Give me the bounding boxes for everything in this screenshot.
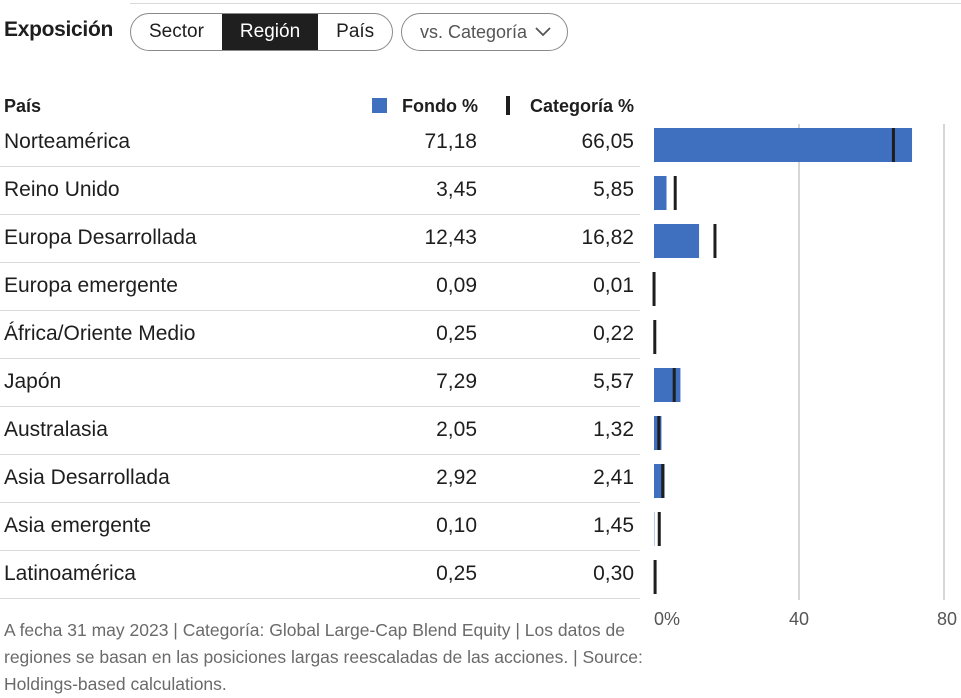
category-marker [674, 176, 677, 210]
category-marker [653, 272, 656, 306]
footnote: A fecha 31 may 2023 | Categoría: Global … [4, 617, 644, 698]
fund-bar [654, 368, 680, 402]
x-tick-label: 0% [654, 609, 680, 629]
fund-bar [654, 128, 912, 162]
category-marker [673, 368, 676, 402]
x-tick-label: 40 [789, 609, 809, 629]
category-marker [892, 128, 895, 162]
category-marker [654, 560, 657, 594]
category-marker [713, 224, 716, 258]
category-marker [653, 320, 656, 354]
x-tick-label: 80 [937, 609, 957, 629]
category-marker [657, 416, 660, 450]
category-marker [661, 464, 664, 498]
fund-bar [654, 224, 699, 258]
category-marker [658, 512, 661, 546]
fund-bar [654, 176, 667, 210]
